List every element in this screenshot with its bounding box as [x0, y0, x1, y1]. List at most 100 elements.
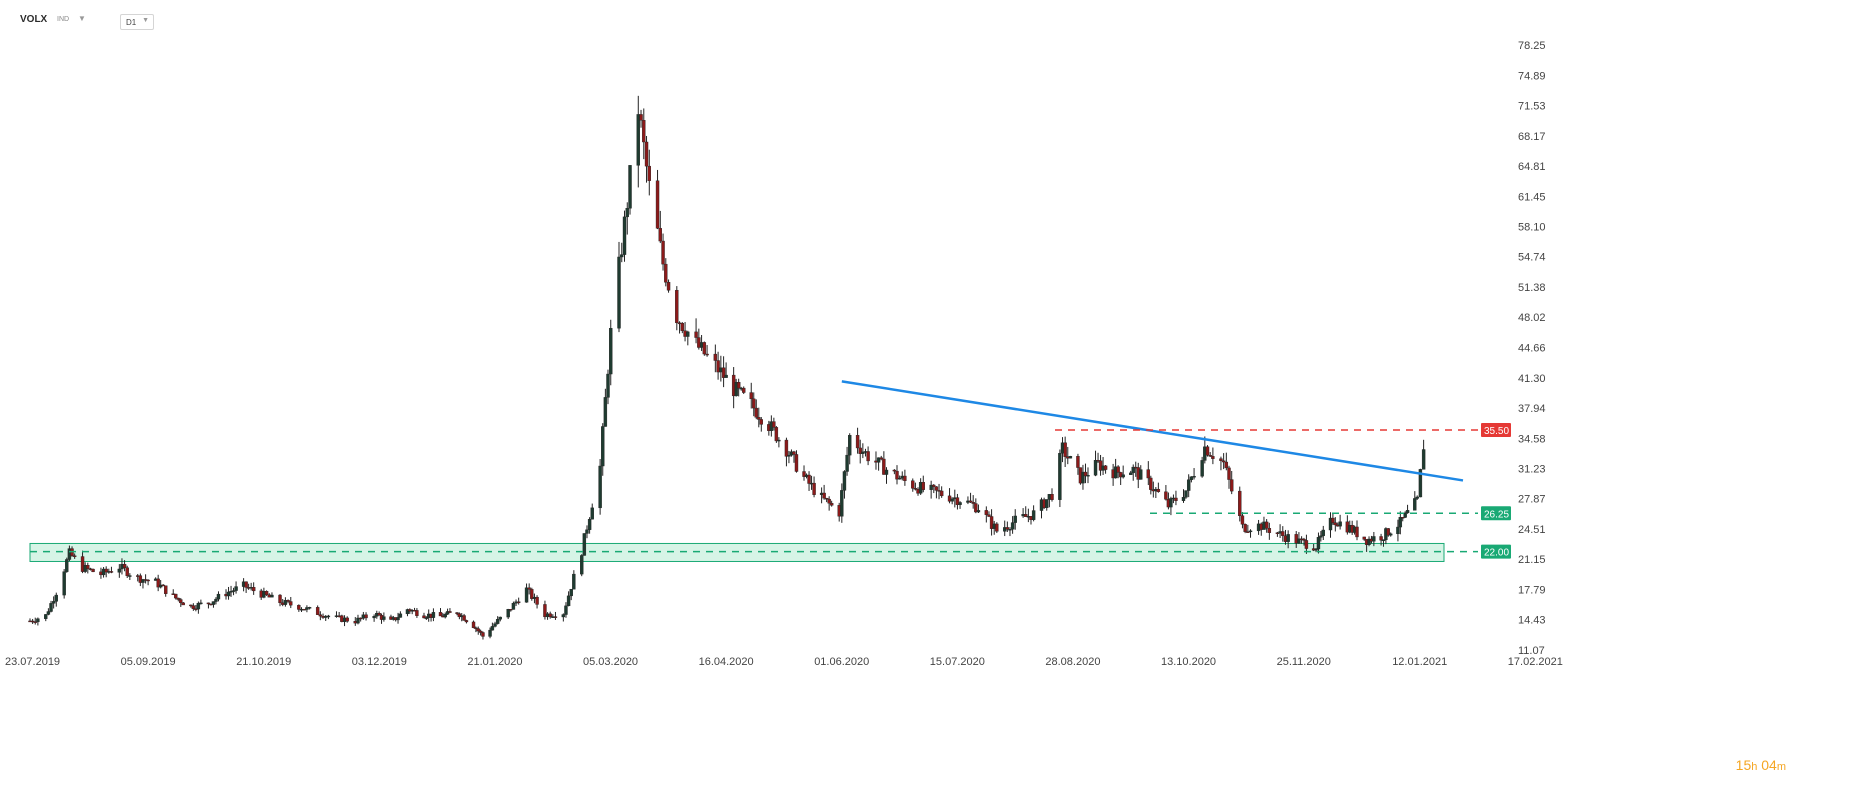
price-tag-support: [1481, 544, 1511, 559]
candle-body: [754, 407, 758, 418]
y-tick-label: 68.17: [1518, 131, 1546, 143]
candle-body: [509, 609, 513, 611]
timer-minutes: 04: [1761, 757, 1777, 773]
candle-body: [1174, 497, 1178, 501]
candle-body: [1362, 536, 1366, 540]
candle-body: [1355, 526, 1359, 538]
candle-body: [398, 613, 403, 618]
candle-body: [431, 612, 436, 618]
timeframe-select[interactable]: D1 ▼: [120, 14, 154, 30]
chevron-down-icon[interactable]: ▼: [78, 14, 86, 23]
candle-body: [264, 591, 269, 596]
candle-body: [128, 575, 132, 577]
candle-body: [686, 331, 690, 337]
candle-body: [683, 330, 687, 337]
candle-body: [934, 486, 939, 491]
price-tags: 35.50 26.25 22.00: [1481, 422, 1511, 559]
candle-body: [848, 435, 852, 456]
candle-body: [372, 616, 376, 619]
candle-body: [1415, 496, 1419, 499]
candle-body: [535, 596, 539, 605]
candle-body: [1116, 466, 1120, 473]
candle-body: [585, 529, 589, 534]
candle-countdown-timer: 15h 04m: [1736, 757, 1786, 773]
y-tick-label: 31.23: [1518, 463, 1546, 475]
indicator-label[interactable]: IND: [57, 16, 70, 23]
candle-body: [36, 618, 40, 623]
candle-body: [498, 616, 502, 620]
candle-body: [1219, 458, 1223, 461]
price-tag-resistance: [1481, 422, 1511, 437]
candle-body: [1139, 469, 1143, 480]
candle-body: [307, 607, 312, 609]
x-tick-label: 13.10.2020: [1161, 656, 1216, 668]
candle-body: [117, 568, 122, 573]
candle-body: [792, 451, 796, 455]
candle-body: [270, 594, 274, 598]
candle-body: [181, 602, 185, 606]
candle-body: [777, 439, 781, 442]
candle-body: [680, 322, 685, 331]
symbol-label[interactable]: VOLX: [20, 14, 48, 25]
candle-body: [506, 609, 510, 618]
candle-body: [356, 617, 360, 624]
candle-body: [471, 621, 476, 629]
candle-body: [1386, 528, 1391, 536]
candle-body: [1398, 517, 1403, 528]
candle-body: [639, 114, 643, 121]
candle-body: [194, 608, 198, 610]
candle-body: [1281, 531, 1285, 536]
candle-body: [1093, 459, 1098, 476]
x-tick-label: 12.01.2021: [1392, 656, 1447, 668]
price-tag-label: 26.25: [1484, 509, 1509, 520]
candle-body: [598, 465, 602, 509]
candle-body: [104, 568, 108, 573]
candle-body: [72, 555, 77, 557]
candle-body: [884, 469, 889, 475]
candle-body: [289, 601, 293, 606]
candle-body: [895, 470, 899, 480]
candle-body: [91, 568, 95, 573]
candle-body: [897, 477, 902, 480]
candle-body: [1367, 538, 1371, 545]
candle-body: [1045, 499, 1049, 508]
candle-body: [892, 469, 897, 472]
price-tag-label: 35.50: [1484, 426, 1509, 437]
candle-body: [628, 165, 632, 209]
candle-body: [984, 510, 989, 515]
candle-body: [1189, 476, 1194, 480]
candle-body: [622, 216, 627, 255]
y-tick-label: 58.10: [1518, 221, 1546, 233]
candle-body: [1248, 530, 1253, 533]
candle-body: [286, 600, 290, 602]
y-tick-label: 44.66: [1518, 343, 1546, 355]
candle-body: [1169, 498, 1173, 508]
candle-body: [478, 630, 483, 633]
candle-body: [699, 342, 704, 348]
candle-body: [609, 328, 613, 375]
candle-body: [1208, 455, 1212, 457]
candle-body: [1331, 517, 1335, 523]
candle-body: [590, 507, 594, 520]
candle-body: [647, 165, 651, 181]
candle-body: [876, 457, 881, 463]
candle-body: [318, 614, 323, 617]
candle-body: [495, 619, 500, 624]
x-tick-label: 17.02.2021: [1508, 656, 1563, 668]
candle-body: [1246, 531, 1250, 533]
candle-body: [1403, 512, 1407, 518]
candle-body: [1063, 442, 1067, 457]
candle-body: [1129, 472, 1133, 475]
candle-body: [855, 435, 860, 449]
x-tick-label: 01.06.2020: [814, 656, 869, 668]
candle-body: [164, 585, 168, 594]
x-tick-label: 23.07.2019: [5, 656, 60, 668]
candle-body: [206, 602, 211, 605]
candle-body: [658, 228, 662, 242]
candle-body: [697, 337, 701, 348]
candle-body: [443, 614, 447, 618]
y-tick-label: 61.45: [1518, 191, 1546, 203]
candle-body: [1083, 471, 1088, 477]
candle-body: [606, 373, 610, 398]
